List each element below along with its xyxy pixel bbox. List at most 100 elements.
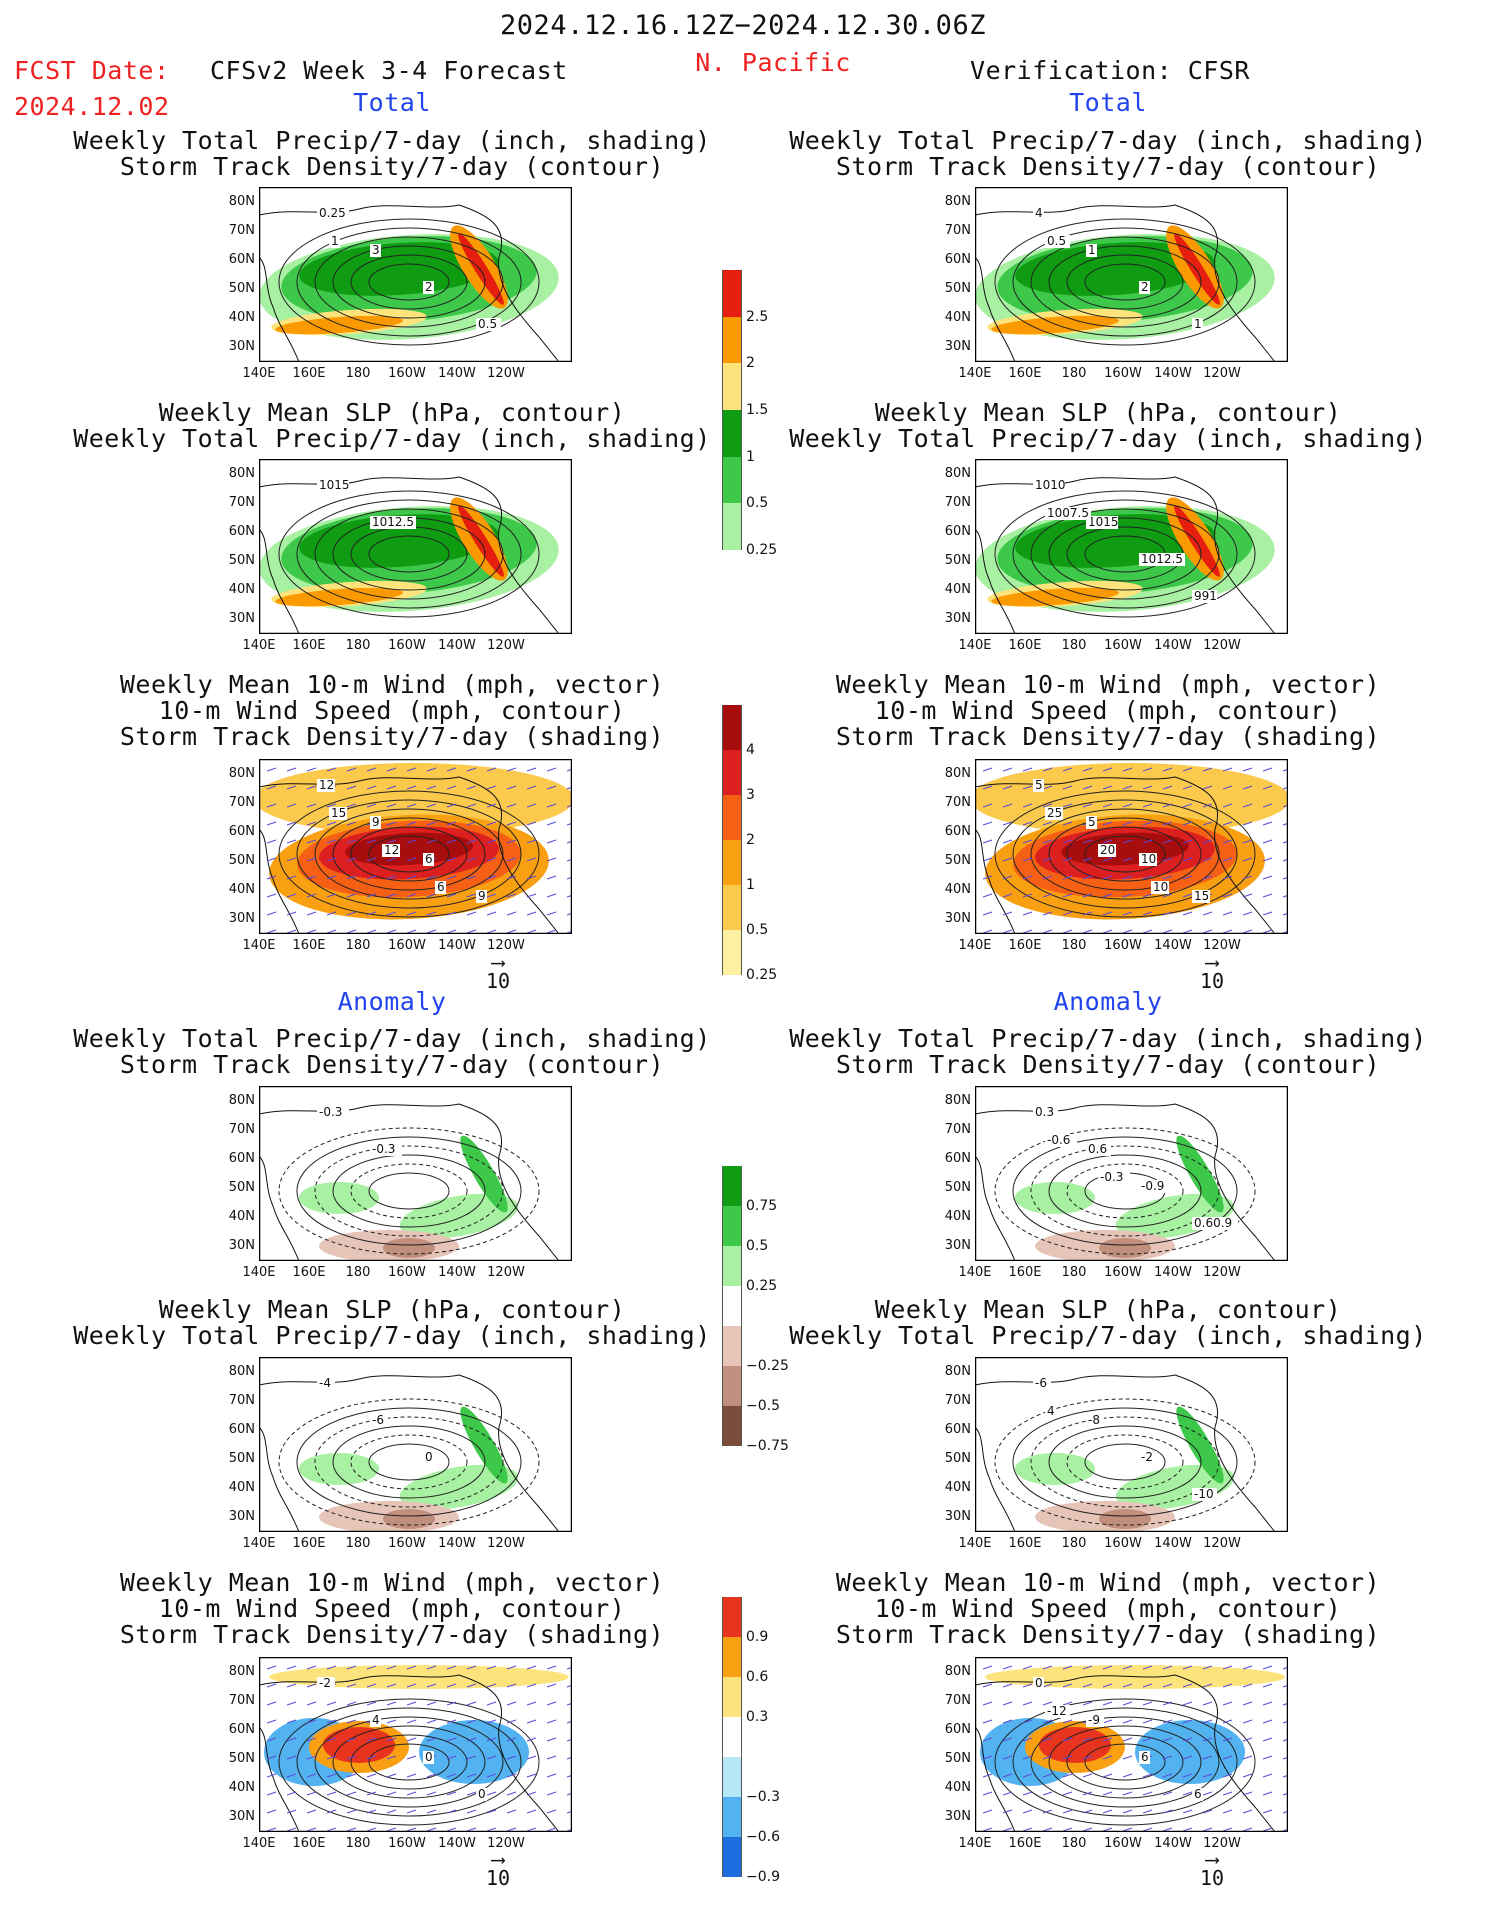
contour-label: -0.3 [319,1105,342,1119]
wind-vector [486,1665,497,1670]
wind-vector [1222,1827,1233,1832]
wind-vector [1082,875,1093,880]
wind-vector [386,911,397,916]
wind-vector [1102,929,1113,934]
contour-label: -0.3 [1100,1170,1123,1184]
contour-label: 1012.5 [372,515,414,529]
wind-vector [1222,1719,1233,1724]
wind-vector [486,785,497,790]
anom-dry-strong-area [383,1509,435,1529]
wind-vector [1122,857,1133,862]
contour-label: 1 [331,234,339,248]
wind-vector [1222,821,1233,826]
wind-vector [406,785,417,790]
wind-vector [286,857,297,862]
wind-vector [1062,929,1073,934]
contour-label-bg [1139,553,1185,566]
colorbar-label: 0.25 [746,967,778,983]
wind-vector [1262,1737,1273,1742]
wind-vector [306,1737,317,1742]
lat-tick-label: 60N [944,1151,971,1166]
wind-vector [1242,1773,1253,1778]
wind-vector [546,839,557,844]
wind-vector [326,1827,337,1832]
wind-vector [266,1719,277,1724]
lat-tick-label: 80N [944,194,971,209]
contour-label: 9 [478,889,486,903]
wind-vector [1142,1719,1153,1724]
wind-vector [446,821,457,826]
wind-vector [1142,911,1153,916]
lat-tick-label: 80N [228,466,255,481]
wind-vector [446,1809,457,1814]
wind-vector [1022,1755,1033,1760]
lon-tick-label: 180 [345,366,371,381]
wind-vector [446,1665,457,1670]
contour-label: 1010 [1035,478,1066,492]
contour-line [1048,1725,1202,1799]
contour-line [350,1734,468,1790]
wind-vector [1062,1719,1073,1724]
wind-vector [1122,1701,1133,1706]
lon-tick-label: 120W [1203,366,1241,381]
contour-label-bg [1045,807,1063,820]
contour-label: 0.6 [1088,1142,1107,1156]
wind-vector [1022,1683,1033,1688]
lon-tick-label: 160E [1008,638,1042,653]
wind-vector [1202,1701,1213,1706]
wind-vector [326,1719,337,1724]
contour-label-bg [1045,1134,1077,1147]
wind-vector [266,839,277,844]
wind-vector [506,767,517,772]
contour-label: 6 [1141,1750,1149,1764]
lon-tick-label: 140E [242,638,276,653]
wind-vector [526,803,537,808]
lon-tick-label: 140W [1154,366,1192,381]
lat-tick-label: 80N [944,466,971,481]
wind-vector [506,1755,517,1760]
colorbar-label: 1.5 [746,402,769,418]
wind-vector [306,803,317,808]
lat-tick-label: 70N [228,1393,255,1408]
contour-line [1030,1416,1220,1508]
wind-vector [1162,1683,1173,1688]
wind-vector [1222,1791,1233,1796]
wind-vector [1002,785,1013,790]
contour-label-bg [423,853,434,866]
colorbar-label: 0.6 [746,1669,769,1685]
wind-vector [1002,911,1013,916]
wind-vector [346,785,357,790]
wind-vector [346,929,357,934]
coastline [975,776,1276,934]
contour-label: 1015 [1088,515,1119,529]
contour-label-bg [370,244,381,257]
wind-vector [1202,1791,1213,1796]
contour-label: -2 [1141,1450,1153,1464]
wind-vector [306,929,317,934]
lon-tick-label: 140E [958,1265,992,1280]
lat-tick-label: 30N [944,1238,971,1253]
wind-vector [446,929,457,934]
wind-vector [306,1755,317,1760]
contour-line [1012,1707,1238,1817]
lon-tick-label: 160W [1104,638,1142,653]
wind-vector [266,1755,277,1760]
wind-vector [1142,893,1153,898]
wind-vector [266,929,277,934]
lon-tick-label: 180 [1061,1265,1087,1280]
colorbar-label: 0.5 [746,922,769,938]
wind-vector [486,1827,497,1832]
wind-vector [1102,875,1113,880]
wind-vector [286,1683,297,1688]
wind-vector [1242,785,1253,790]
anom-dry-strong-area [1099,1238,1151,1258]
contour-line [1030,808,1220,900]
panel-title-l1: Weekly Total Precip/7-day (inch, shading… [73,126,711,181]
wind-vector [506,1665,517,1670]
wind-vector [1122,1773,1133,1778]
wind-vector [1062,1701,1073,1706]
lat-tick-label: 50N [944,1451,971,1466]
colorbar-segment [722,410,742,457]
contour-label: 0 [478,1787,486,1801]
wind-vector [526,1719,537,1724]
